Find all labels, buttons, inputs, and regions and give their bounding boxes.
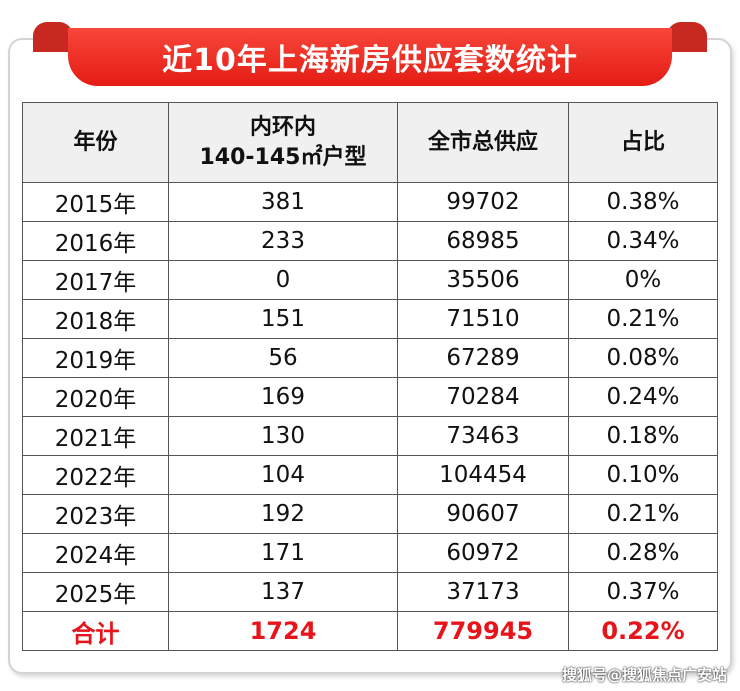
inner-ring-cell: 151 <box>168 299 398 339</box>
ratio-cell: 0.08% <box>568 338 718 378</box>
header-inner-ring-line1: 内环内 <box>249 114 316 140</box>
year-cell: 2016年 <box>22 221 169 261</box>
total-ratio-cell: 0.22% <box>568 611 718 651</box>
year-cell: 2018年 <box>22 299 169 339</box>
ratio-cell: 0% <box>568 260 718 300</box>
table-row: 2023年 192 90607 0.21% <box>22 494 718 534</box>
total-supply-cell: 70284 <box>397 377 569 417</box>
year-cell: 2025年 <box>22 572 169 612</box>
ratio-cell: 0.24% <box>568 377 718 417</box>
total-supply-cell: 99702 <box>397 182 569 222</box>
year-cell: 2021年 <box>22 416 169 456</box>
year-cell: 2022年 <box>22 455 169 495</box>
ribbon-tail-right <box>667 22 707 52</box>
table-row: 2025年 137 37173 0.37% <box>22 572 718 612</box>
table-row: 2015年 381 99702 0.38% <box>22 182 718 222</box>
ratio-cell: 0.10% <box>568 455 718 495</box>
inner-ring-cell: 104 <box>168 455 398 495</box>
inner-ring-cell: 137 <box>168 572 398 612</box>
year-cell: 2019年 <box>22 338 169 378</box>
total-supply-cell: 71510 <box>397 299 569 339</box>
total-supply-cell: 67289 <box>397 338 569 378</box>
total-supply-cell: 35506 <box>397 260 569 300</box>
year-cell: 2020年 <box>22 377 169 417</box>
inner-ring-cell: 56 <box>168 338 398 378</box>
ratio-cell: 0.37% <box>568 572 718 612</box>
ratio-cell: 0.28% <box>568 533 718 573</box>
ratio-cell: 0.34% <box>568 221 718 261</box>
watermark: 搜狐号@搜狐焦点广安站 <box>562 666 728 684</box>
total-year-cell: 合计 <box>22 611 169 651</box>
total-supply-cell: 68985 <box>397 221 569 261</box>
table-row: 2020年 169 70284 0.24% <box>22 377 718 417</box>
table-row: 2016年 233 68985 0.34% <box>22 221 718 261</box>
ratio-cell: 0.21% <box>568 299 718 339</box>
header-ratio: 占比 <box>568 102 718 183</box>
total-supply-cell: 73463 <box>397 416 569 456</box>
total-total-supply-cell: 779945 <box>397 611 569 651</box>
table-row: 2017年 0 35506 0% <box>22 260 718 300</box>
header-row: 年份 内环内 140-145㎡户型 全市总供应 占比 <box>22 102 718 183</box>
total-inner-ring-cell: 1724 <box>168 611 398 651</box>
year-cell: 2017年 <box>22 260 169 300</box>
total-supply-cell: 104454 <box>397 455 569 495</box>
header-year: 年份 <box>22 102 169 183</box>
title-ribbon: 近10年上海新房供应套数统计 <box>68 28 672 86</box>
inner-ring-cell: 169 <box>168 377 398 417</box>
header-inner-ring: 内环内 140-145㎡户型 <box>168 102 398 183</box>
year-cell: 2024年 <box>22 533 169 573</box>
inner-ring-cell: 233 <box>168 221 398 261</box>
ratio-cell: 0.21% <box>568 494 718 534</box>
header-inner-ring-line2: 140-145㎡户型 <box>199 144 367 170</box>
year-cell: 2023年 <box>22 494 169 534</box>
year-cell: 2015年 <box>22 182 169 222</box>
total-supply-cell: 90607 <box>397 494 569 534</box>
inner-ring-cell: 171 <box>168 533 398 573</box>
total-row: 合计 1724 779945 0.22% <box>22 611 718 651</box>
inner-ring-cell: 130 <box>168 416 398 456</box>
ratio-cell: 0.38% <box>568 182 718 222</box>
table-row: 2021年 130 73463 0.18% <box>22 416 718 456</box>
inner-ring-cell: 192 <box>168 494 398 534</box>
total-supply-cell: 60972 <box>397 533 569 573</box>
table-row: 2024年 171 60972 0.28% <box>22 533 718 573</box>
table-row: 2019年 56 67289 0.08% <box>22 338 718 378</box>
ratio-cell: 0.18% <box>568 416 718 456</box>
ribbon-tail-left <box>33 22 73 52</box>
inner-ring-cell: 381 <box>168 182 398 222</box>
table-row: 2018年 151 71510 0.21% <box>22 299 718 339</box>
supply-table: 年份 内环内 140-145㎡户型 全市总供应 占比 2015年 381 99702 0… <box>22 102 718 651</box>
total-supply-cell: 37173 <box>397 572 569 612</box>
inner-ring-cell: 0 <box>168 260 398 300</box>
page-title: 近10年上海新房供应套数统计 <box>162 43 578 78</box>
table-row: 2022年 104 104454 0.10% <box>22 455 718 495</box>
header-total-supply: 全市总供应 <box>397 102 569 183</box>
